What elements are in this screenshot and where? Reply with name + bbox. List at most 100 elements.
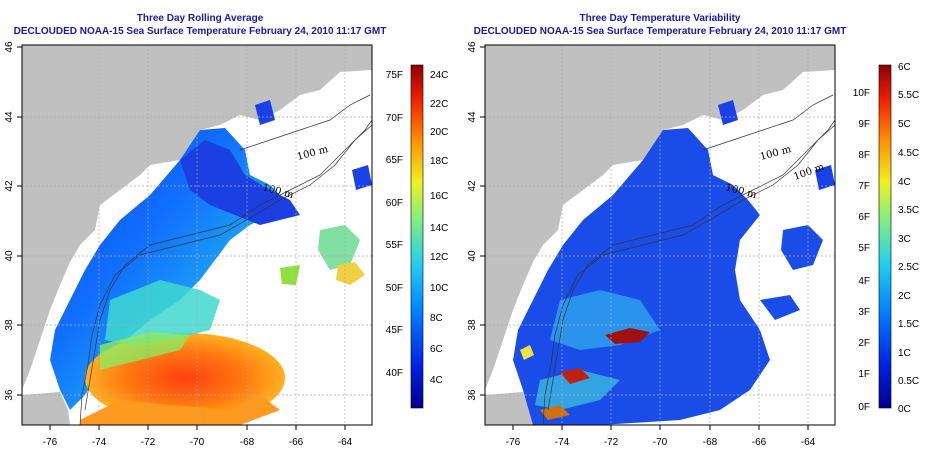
left-x-tick-6: -66 [289,437,304,448]
left-north-blue [255,100,275,125]
left-x-tick-5: -68 [240,437,255,448]
right-x-axis: -76 -74 -72 -70 -68 -66 -64 [506,425,816,448]
left-cb-c-7: 10C [430,283,448,294]
right-contour-gom [702,94,834,151]
left-graticule [22,45,372,425]
right-land [485,45,835,390]
left-contour-gom [239,94,371,151]
right-title-line2: DECLOUDED NOAA-15 Sea Surface Temperatur… [473,26,847,37]
left-y-tick-2: 44 [4,111,15,123]
right-x-tick-7: -64 [801,437,816,448]
right-offshore-patch [781,225,823,270]
right-hotspot-1 [605,328,650,344]
right-contour-shelf2 [542,124,835,425]
left-cb-c-3: 18C [430,156,448,167]
left-y-axis: 46 44 42 40 38 36 [4,41,22,401]
right-cb-f-4: 6F [858,212,870,223]
left-cb-f-4: 55F [386,240,403,251]
left-warm-tongue [80,395,280,425]
right-colorbar: 10F 9F 8F 7F 6F 5F 4F 3F 2F 1F 0F 6C 5.5… [853,62,919,415]
right-y-tick-2: 44 [467,111,478,123]
left-offshore-patch2 [336,262,365,285]
left-cold-patch [180,140,300,225]
right-offshore-patch2 [760,295,800,320]
left-cb-c-6: 12C [430,252,448,263]
right-y-tick-3: 42 [467,180,478,192]
left-land [22,45,372,390]
right-x-tick-3: -72 [604,437,619,448]
right-east-blue [815,165,835,190]
right-variability-field [513,128,770,425]
right-cb-f-3: 7F [858,181,870,192]
left-cb-c-10: 4C [430,375,443,386]
left-title-line2: DECLOUDED NOAA-15 Sea Surface Temperatur… [13,26,387,37]
left-cb-f-5: 50F [386,283,403,294]
left-map: 100 m 100 m -76 -74 -72 -70 -68 -66 [4,41,373,448]
left-contour-shelf2 [79,124,372,425]
left-cb-c-9: 6C [430,344,443,355]
right-cb-c-7: 2.5C [898,262,919,273]
left-colorbar-f-labels: 75F 70F 65F 60F 55F 50F 45F 40F [386,70,403,379]
left-cb-c-5: 14C [430,223,448,234]
right-contour-shelf [547,119,835,411]
left-x-tick-4: -70 [190,437,205,448]
left-land-south [22,392,70,425]
right-land-south [485,392,533,425]
right-y-tick-1: 46 [467,41,478,53]
left-colorbar: 75F 70F 65F 60F 55F 50F 45F 40F 24C 22C … [386,64,448,409]
right-y-tick-5: 38 [467,319,478,331]
right-cb-c-1: 5.5C [898,90,919,101]
left-cb-c-2: 20C [430,127,448,138]
left-mid-water [105,280,220,345]
left-y-tick-5: 38 [4,319,15,331]
right-cb-c-4: 4C [898,177,911,188]
left-y-tick-3: 42 [4,180,15,192]
right-y-tick-4: 40 [467,250,478,262]
right-cb-f-1: 9F [858,119,870,130]
left-y-tick-1: 46 [4,41,15,53]
right-cb-f-2: 8F [858,150,870,161]
left-y-tick-6: 36 [4,389,15,401]
left-cb-f-6: 45F [386,325,403,336]
right-cb-c-5: 3.5C [898,205,919,216]
left-colorbar-scale [410,64,424,409]
left-cb-f-0: 75F [386,70,403,81]
left-east-blue [352,165,372,190]
left-cb-f-2: 65F [386,155,403,166]
right-map: 100 m 100 m 100 m -76 -74 -72 -70 -68 -6… [467,41,836,448]
left-offshore-patch3 [280,265,300,285]
right-cb-f-0: 10F [853,88,870,99]
right-cb-c-12: 0C [898,404,911,415]
left-colorbar-c-labels: 24C 22C 20C 18C 16C 14C 12C 10C 8C 6C 4C [430,70,448,386]
right-cyan-streaks2 [535,370,620,410]
right-title-line1: Three Day Temperature Variability [579,13,741,24]
right-cb-f-7: 3F [858,307,870,318]
left-cb-f-7: 40F [386,368,403,379]
right-x-tick-2: -74 [555,437,570,448]
left-y-tick-4: 40 [4,250,15,262]
right-cb-f-5: 5F [858,243,870,254]
left-offshore-patch [318,225,360,270]
right-x-tick-1: -76 [506,437,521,448]
right-y-tick-6: 36 [467,389,478,401]
left-panel-title: Three Day Rolling Average DECLOUDED NOAA… [0,12,400,38]
left-x-tick-7: -64 [338,437,353,448]
right-cb-c-11: 0.5C [898,376,919,387]
left-x-axis: -76 -74 -72 -70 -68 -66 -64 [43,425,353,448]
right-hotspot-2 [560,368,590,384]
left-x-tick-2: -74 [92,437,107,448]
right-cb-f-6: 4F [858,276,870,287]
left-title-line1: Three Day Rolling Average [136,13,264,24]
right-cb-f-9: 1F [858,369,870,380]
left-cb-c-4: 16C [430,191,448,202]
right-x-tick-4: -70 [653,437,668,448]
right-cb-c-6: 3C [898,234,911,245]
right-north-blue [718,100,738,125]
right-cb-c-2: 5C [898,119,911,130]
right-colorbar-c-labels: 6C 5.5C 5C 4.5C 4C 3.5C 3C 2.5C 2C 1.5C … [898,62,919,415]
left-cb-f-1: 70F [386,113,403,124]
right-cb-f-10: 0F [858,402,870,413]
right-colorbar-scale [878,64,892,409]
right-cb-c-8: 2C [898,291,911,302]
